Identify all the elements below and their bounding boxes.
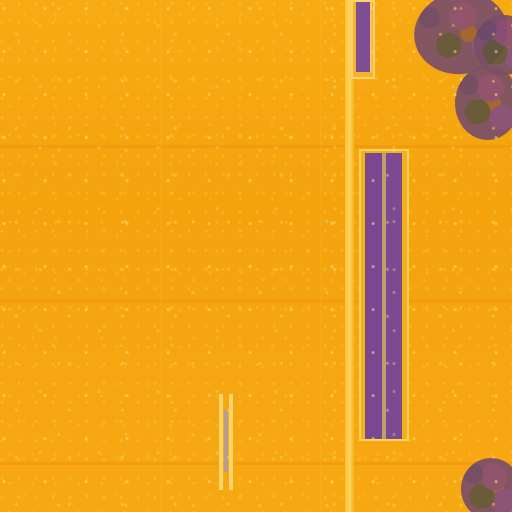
panel-surface xyxy=(365,153,382,439)
panel-surface xyxy=(386,153,402,439)
field-boundary-line xyxy=(0,300,512,303)
tree-canopy-icon xyxy=(461,458,512,512)
field-boundary-line xyxy=(320,0,322,512)
field-boundary-line xyxy=(160,0,162,512)
field-boundary-line xyxy=(0,145,512,148)
solar-panel-icon xyxy=(359,149,409,441)
small-structure xyxy=(219,394,236,490)
field-boundary-line xyxy=(0,462,512,465)
structure-rail xyxy=(219,394,223,490)
structure-rail xyxy=(229,394,233,490)
structure-core xyxy=(224,410,228,472)
panel-surface xyxy=(356,2,372,72)
solar-panel-icon xyxy=(351,0,375,79)
tree-canopy-icon xyxy=(455,66,512,140)
